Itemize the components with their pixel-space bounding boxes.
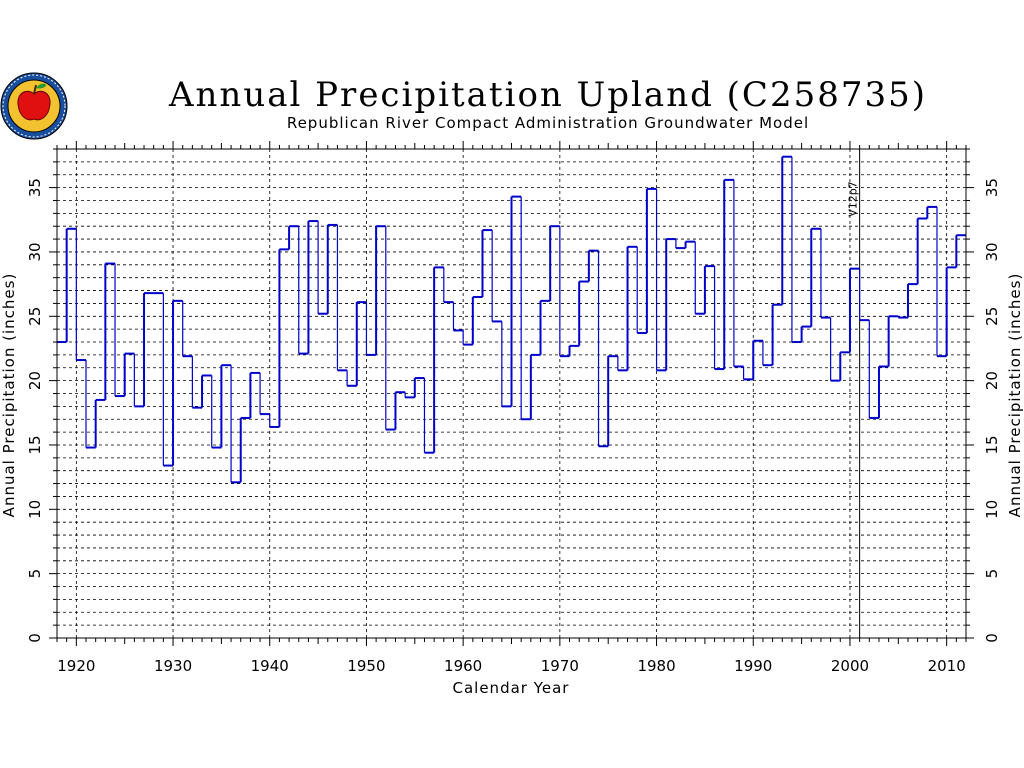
y-tick-label-right: 30 xyxy=(983,242,1001,261)
x-tick-label: 2010 xyxy=(928,657,966,675)
x-axis-tick-labels: 1920 1930 1940 1950 1960 1970 1980 1990 2000 2010 xyxy=(57,657,966,675)
y-tick-label-left: 5 xyxy=(26,569,44,579)
y-axis-label-right: Annual Precipitation (inches) xyxy=(1006,273,1024,518)
y-tick-label-right: 20 xyxy=(983,371,1001,390)
y-tick-label-left: 0 xyxy=(26,633,44,643)
y-axis-tick-labels-left: 0 5 10 15 20 25 30 35 xyxy=(26,178,44,643)
plot-frame xyxy=(56,148,967,639)
y-tick-label-left: 15 xyxy=(26,435,44,454)
x-tick-label: 1970 xyxy=(541,657,579,675)
y-tick-label-left: 10 xyxy=(26,500,44,519)
x-tick-label: 1980 xyxy=(637,657,675,675)
apple-seal-icon xyxy=(0,70,72,142)
y-tick-label-left: 35 xyxy=(26,178,44,197)
x-tick-label: 1960 xyxy=(444,657,482,675)
x-axis-label: Calendar Year xyxy=(453,679,570,697)
y-axis-label-left: Annual Precipitation (inches) xyxy=(0,273,18,518)
y-tick-label-left: 25 xyxy=(26,307,44,326)
x-tick-label: 1930 xyxy=(154,657,192,675)
x-tick-label: 2000 xyxy=(831,657,869,675)
x-tick-label: 1990 xyxy=(734,657,772,675)
y-tick-label-right: 10 xyxy=(983,500,1001,519)
y-tick-label-left: 20 xyxy=(26,371,44,390)
chart-grid xyxy=(57,148,966,638)
y-tick-label-right: 35 xyxy=(983,178,1001,197)
y-tick-label-right: 5 xyxy=(983,569,1001,579)
y-axis-tick-labels-right: 0 5 10 15 20 25 30 35 xyxy=(983,178,1001,643)
series-group xyxy=(57,155,966,484)
version-marker: V12p7 xyxy=(847,149,861,638)
x-tick-label: 1920 xyxy=(57,657,95,675)
chart-subtitle: Republican River Compact Administration … xyxy=(287,114,809,132)
x-tick-label: 1940 xyxy=(251,657,289,675)
version-marker-label: V12p7 xyxy=(847,181,860,217)
x-tick-label: 1950 xyxy=(347,657,385,675)
y-tick-label-right: 25 xyxy=(983,307,1001,326)
axis-ticks xyxy=(49,141,974,646)
y-tick-label-right: 15 xyxy=(983,435,1001,454)
chart-title: Annual Precipitation Upland (C258735) xyxy=(168,75,927,115)
y-tick-label-left: 30 xyxy=(26,242,44,261)
y-tick-label-right: 0 xyxy=(983,633,1001,643)
